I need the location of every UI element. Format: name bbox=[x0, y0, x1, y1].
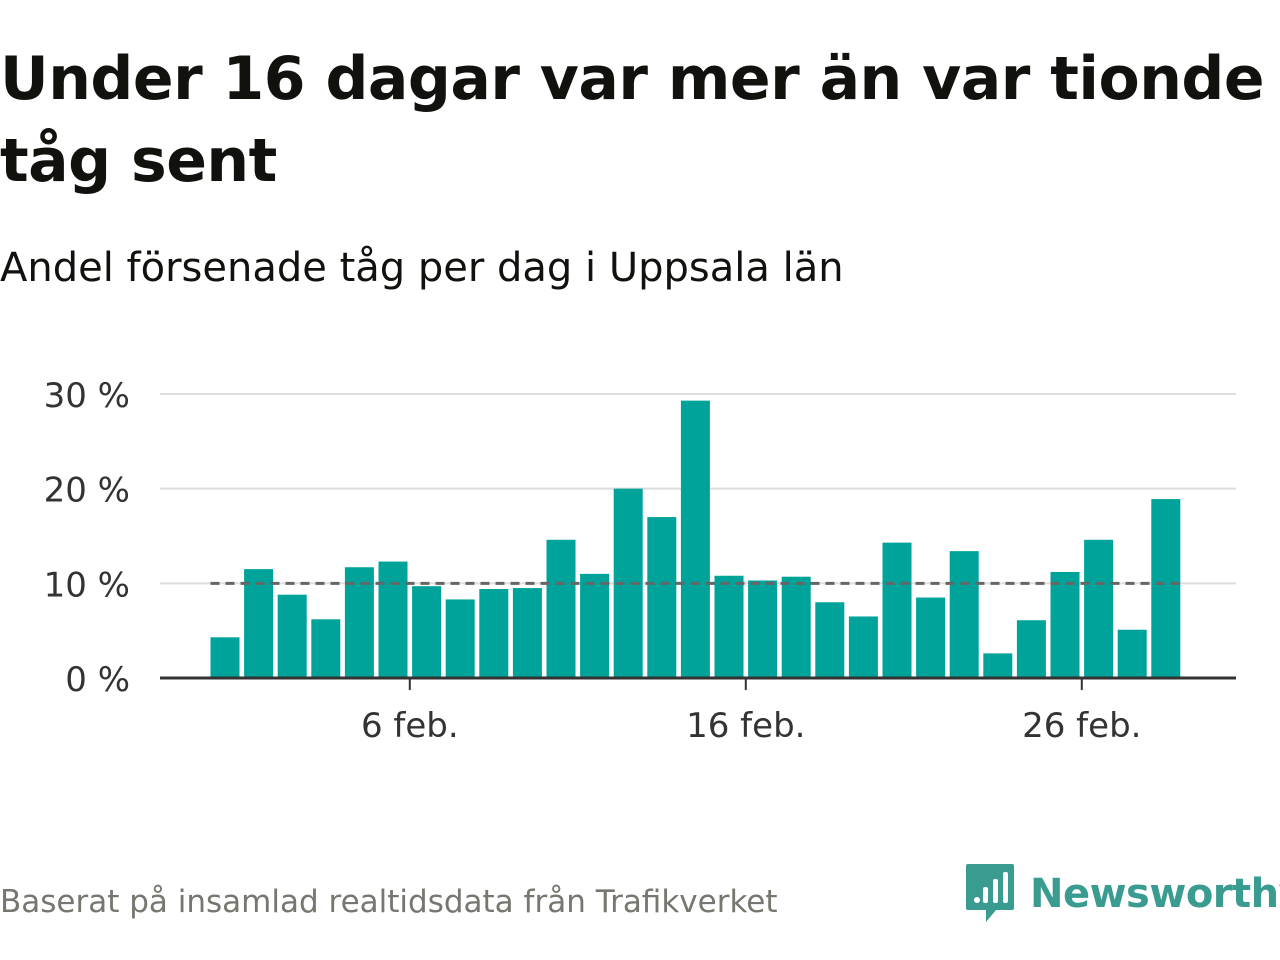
bar bbox=[680, 400, 710, 678]
bar bbox=[412, 586, 442, 678]
bar bbox=[815, 602, 845, 678]
chart-title: Under 16 dagar var mer än var tionde tåg… bbox=[0, 44, 1265, 196]
y-tick-label: 10 % bbox=[44, 565, 130, 605]
newsworthy-logo-icon bbox=[966, 864, 1014, 922]
x-axis-ticks: 6 feb. 16 feb. 26 feb. bbox=[361, 678, 1141, 746]
bar bbox=[916, 597, 946, 678]
bar bbox=[848, 616, 878, 678]
bar bbox=[378, 561, 408, 678]
bar bbox=[311, 619, 341, 678]
bar bbox=[344, 567, 374, 678]
y-axis-ticks: 0 % 10 % 20 % 30 % bbox=[44, 376, 130, 700]
y-tick-label: 0 % bbox=[65, 660, 130, 700]
bar bbox=[714, 575, 744, 678]
bars bbox=[210, 400, 1181, 678]
bar bbox=[1050, 571, 1080, 678]
bar bbox=[445, 599, 475, 678]
bar bbox=[512, 588, 542, 678]
bar bbox=[277, 594, 307, 678]
chart-subtitle: Andel försenade tåg per dag i Uppsala lä… bbox=[0, 245, 844, 291]
bar bbox=[1016, 620, 1046, 678]
bar bbox=[479, 589, 509, 678]
bar bbox=[546, 539, 576, 678]
y-tick-label: 30 % bbox=[44, 376, 130, 416]
brand-name: Newsworthy bbox=[1030, 871, 1280, 917]
x-tick-label: 16 feb. bbox=[686, 706, 805, 746]
bar bbox=[882, 542, 912, 678]
bar bbox=[1084, 539, 1114, 678]
bar bbox=[748, 580, 778, 678]
y-tick-label: 20 % bbox=[44, 471, 130, 511]
bar bbox=[781, 576, 811, 678]
x-tick-label: 26 feb. bbox=[1022, 706, 1141, 746]
bar bbox=[580, 573, 610, 678]
bar bbox=[210, 637, 240, 678]
bar bbox=[1151, 499, 1181, 678]
bar bbox=[949, 551, 979, 678]
bar bbox=[647, 517, 677, 678]
bar bbox=[983, 653, 1013, 678]
bar bbox=[244, 569, 274, 678]
x-tick-label: 6 feb. bbox=[361, 706, 459, 746]
newsworthy-logo: Newsworthy bbox=[964, 862, 1280, 926]
bar bbox=[1117, 629, 1147, 678]
source-note: Baserat på insamlad realtidsdata från Tr… bbox=[0, 884, 778, 920]
